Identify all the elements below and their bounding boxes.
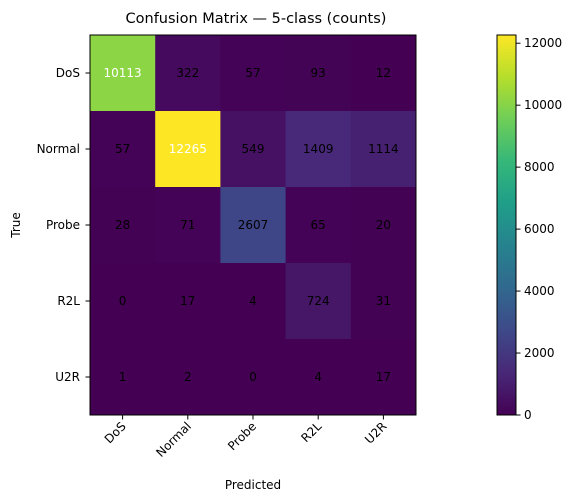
- y-tick-label: R2L: [57, 294, 80, 308]
- heatmap-cell: [220, 35, 287, 112]
- heatmap-cell-value: 4: [249, 294, 257, 308]
- colorbar-tick-label: 4000: [524, 284, 555, 298]
- heatmap-cell: [155, 35, 221, 112]
- heatmap-cell: [350, 187, 417, 264]
- heatmap-cell-value: 1114: [368, 142, 399, 156]
- y-tick-label: DoS: [56, 66, 80, 80]
- heatmap-cell: [90, 111, 156, 188]
- heatmap-cell: [90, 339, 156, 416]
- heatmap-cell-value: 12265: [169, 142, 207, 156]
- heatmap-cell-value: 0: [249, 370, 257, 384]
- y-tick-label: U2R: [55, 370, 80, 384]
- heatmap-cell-value: 28: [115, 218, 130, 232]
- heatmap-cell: [90, 263, 156, 340]
- heatmap-cell-value: 10113: [104, 66, 142, 80]
- colorbar-tick-label: 10000: [524, 98, 562, 112]
- heatmap-cell-value: 17: [180, 294, 195, 308]
- heatmap-cell-value: 2: [184, 370, 192, 384]
- colorbar-ticks: 0 2000 4000 6000 8000 10000 12000: [516, 36, 562, 422]
- x-tick-label: R2L: [298, 419, 324, 445]
- heatmap-cell: [90, 35, 156, 112]
- x-axis-label: Predicted: [225, 478, 281, 492]
- heatmap-cell: [155, 339, 221, 416]
- heatmap-cell: [285, 35, 352, 112]
- heatmap-cell: [155, 111, 221, 188]
- heatmap-cell-value: 57: [245, 66, 260, 80]
- y-axis-ticks: DoS Normal Probe R2L U2R: [37, 66, 90, 384]
- heatmap-cell-value: 1409: [303, 142, 334, 156]
- heatmap-cell-value: 1: [119, 370, 127, 384]
- colorbar-tick-label: 6000: [524, 222, 555, 236]
- heatmap-cell: [285, 263, 352, 340]
- heatmap-cell-value: 12: [376, 66, 391, 80]
- heatmap-cells: [90, 35, 417, 416]
- colorbar: [496, 34, 517, 416]
- heatmap-cell: [220, 339, 287, 416]
- heatmap-cell: [350, 35, 417, 112]
- x-tick-label: DoS: [102, 419, 129, 446]
- colorbar-tick-label: 8000: [524, 160, 555, 174]
- x-tick-label: Normal: [153, 419, 194, 460]
- heatmap-cell-value: 71: [180, 218, 195, 232]
- y-tick-label: Probe: [46, 218, 80, 232]
- heatmap-cell-value: 65: [311, 218, 326, 232]
- x-axis-ticks: DoS Normal Probe R2L U2R: [102, 415, 390, 460]
- heatmap-cell: [285, 111, 352, 188]
- x-tick-label: Probe: [225, 419, 259, 453]
- heatmap-cell: [155, 187, 221, 264]
- heatmap-cell-value: 20: [376, 218, 391, 232]
- colorbar-tick-label: 2000: [524, 346, 555, 360]
- colorbar-tick-label: 12000: [524, 36, 562, 50]
- heatmap-cell-value: 93: [311, 66, 326, 80]
- heatmap-cell-value: 2607: [238, 218, 269, 232]
- heatmap-cell-value: 0: [119, 294, 127, 308]
- colorbar-tick-label: 0: [524, 408, 532, 422]
- x-tick-label: U2R: [362, 419, 389, 446]
- heatmap-cell: [220, 111, 287, 188]
- heatmap-cell: [220, 263, 287, 340]
- heatmap-cell-value: 17: [376, 370, 391, 384]
- heatmap-cell-value: 549: [242, 142, 265, 156]
- heatmap-cell-value: 31: [376, 294, 391, 308]
- heatmap-cell: [350, 111, 417, 188]
- heatmap-cell: [220, 187, 287, 264]
- heatmap-cell-value: 322: [176, 66, 199, 80]
- heatmap-cell: [90, 187, 156, 264]
- heatmap-cell-value: 57: [115, 142, 130, 156]
- y-axis-label: True: [9, 212, 23, 239]
- heatmap-cell: [155, 263, 221, 340]
- heatmap-cell: [350, 339, 417, 416]
- heatmap-cell: [350, 263, 417, 340]
- heatmap-cell-value: 724: [307, 294, 330, 308]
- heatmap-cell-value: 4: [314, 370, 322, 384]
- heatmap-cell: [285, 187, 352, 264]
- chart-title: Confusion Matrix — 5-class (counts): [126, 11, 387, 27]
- heatmap-cell: [285, 339, 352, 416]
- y-tick-label: Normal: [37, 142, 80, 156]
